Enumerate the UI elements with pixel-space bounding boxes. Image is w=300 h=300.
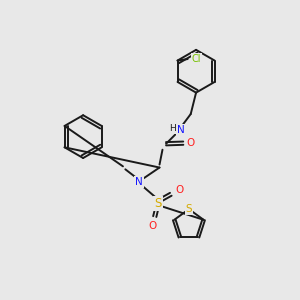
Text: S: S bbox=[186, 204, 192, 214]
Text: N: N bbox=[177, 125, 185, 135]
Text: N: N bbox=[135, 177, 143, 187]
Text: S: S bbox=[154, 197, 161, 210]
Text: O: O bbox=[148, 221, 157, 231]
Text: O: O bbox=[186, 138, 194, 148]
Text: O: O bbox=[175, 185, 183, 195]
Text: H: H bbox=[169, 124, 176, 133]
Text: Cl: Cl bbox=[192, 54, 201, 64]
